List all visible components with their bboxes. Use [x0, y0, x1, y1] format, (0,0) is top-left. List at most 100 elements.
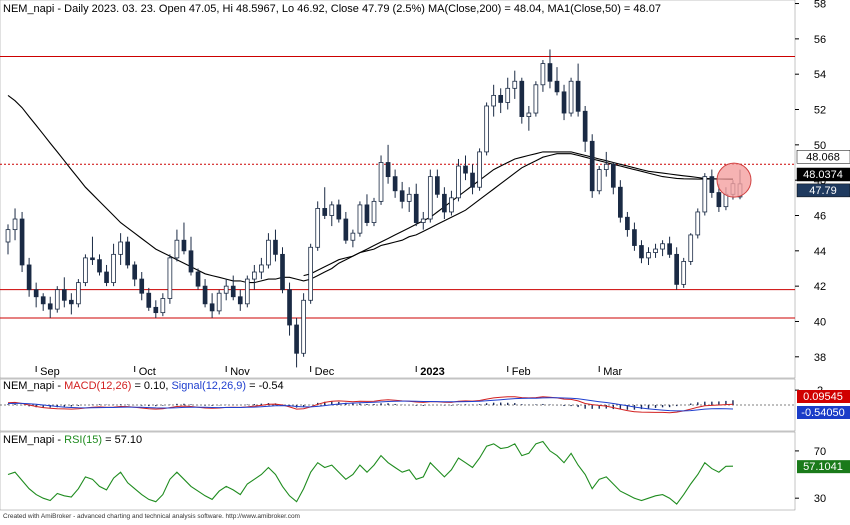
price-header-symbol: NEM_napi [3, 3, 54, 15]
candle-body [26, 264, 32, 291]
candle-body [181, 239, 187, 252]
price-value-badge-text: 48.0374 [803, 169, 843, 181]
candle-body [125, 241, 130, 266]
candle-body [54, 289, 60, 310]
candle-body [329, 204, 335, 216]
value-badges: 48.068 48.0374 47.79 0.09545 -0.54050 57.1041 [796, 150, 850, 474]
candle-body [561, 91, 567, 114]
rsi-value-badge-text: 57.1041 [803, 461, 843, 473]
x-axis-label: Sep [40, 366, 60, 378]
macd-value-badge [797, 390, 850, 403]
macd-header-signal: Signal(12,26,9) [171, 380, 246, 392]
candle-body [336, 204, 342, 220]
candle-body [498, 94, 504, 103]
candle-body [167, 257, 173, 299]
candle-body [174, 239, 180, 259]
candle-body [118, 241, 123, 255]
candle-body [280, 253, 285, 291]
candle-body [90, 257, 95, 261]
candle-body [533, 84, 539, 114]
candle-body [667, 243, 672, 255]
candle-body [378, 162, 384, 202]
candle-body [76, 282, 81, 305]
x-axis-label: Oct [139, 366, 156, 378]
rsi-panel[interactable] [0, 431, 796, 511]
candle-body [484, 105, 489, 153]
candle-body [104, 271, 109, 284]
candle-body [589, 140, 595, 192]
x-axis-label: Mar [603, 366, 622, 378]
candle-body [456, 165, 461, 199]
candle-body [427, 176, 433, 220]
candle-body [188, 250, 194, 273]
candle-body [399, 190, 405, 202]
candle-body [132, 264, 138, 280]
candle-body [540, 63, 546, 86]
candle-body [695, 211, 701, 236]
candle-body [674, 253, 679, 285]
candle-body [252, 271, 257, 280]
price-header: NEM_napi - Daily 2023. 03. 23. Open 47.0… [3, 3, 661, 15]
candle-body [5, 229, 11, 243]
rsi-header-symbol: NEM_napi [3, 434, 54, 446]
candle-body [582, 110, 588, 142]
rsi-lines [7, 440, 734, 505]
price-axis-label: 56 [814, 34, 826, 46]
rsi-value-badge [797, 460, 850, 474]
price-value-badge [796, 150, 850, 164]
candle-body [491, 94, 496, 107]
candle-body [385, 162, 391, 178]
candle-body [716, 192, 722, 208]
candle-body [350, 232, 356, 241]
candle-body [301, 299, 306, 354]
macd-header-macd: MACD(12,26) [64, 380, 131, 392]
candle-body [618, 186, 623, 218]
candle-body [69, 299, 74, 305]
candle-body [653, 248, 658, 253]
candle-body [223, 285, 229, 294]
candle-body [357, 204, 363, 234]
rsi-header-rsi-val: = 57.10 [102, 434, 142, 446]
candle-body [554, 80, 560, 93]
candle-body [209, 303, 215, 312]
candle-body [709, 176, 715, 193]
candle-body [287, 289, 292, 326]
candle-body [230, 285, 236, 298]
candle-body [195, 271, 201, 287]
candle-body [470, 172, 475, 188]
candle-body [702, 176, 708, 213]
macd-header-macd-val: = 0.10, [131, 380, 171, 392]
macd-lines [0, 396, 795, 414]
rsi-header-sep: - [54, 434, 64, 446]
candle-body [33, 289, 39, 298]
candle-body [435, 176, 440, 195]
x-axis-label: Feb [512, 366, 531, 378]
price-axis-label: 58 [814, 0, 826, 11]
candle-body [505, 87, 511, 103]
candle-body [477, 151, 482, 188]
price-panel[interactable] [0, 0, 796, 379]
price-axis-label: 50 [814, 140, 826, 152]
price-value-badge [796, 183, 850, 198]
rsi-header: NEM_napi - RSI(15) = 57.10 [3, 434, 142, 446]
candle-body [568, 80, 574, 114]
candle-body [19, 218, 25, 266]
price-header-info: - Daily 2023. 03. 23. Open 47.05, Hi 48.… [54, 3, 661, 15]
candle-body [575, 80, 581, 112]
ma-line [303, 153, 733, 277]
candle-body [413, 193, 419, 223]
price-axis-label: 52 [814, 105, 826, 117]
candle-body [463, 165, 468, 174]
candle-body [47, 303, 53, 310]
macd-value-badge-text: 0.09545 [803, 391, 843, 403]
rsi-series-line [7, 440, 734, 505]
candle-body [688, 234, 694, 262]
macd-series-line [7, 397, 734, 412]
candle-body [442, 193, 447, 213]
candle-body [83, 257, 88, 284]
candle-body [244, 278, 250, 305]
macd-value-badge-text: -0.54050 [801, 407, 844, 419]
candle-body [315, 208, 321, 248]
rsi-axis-label: 70 [814, 446, 826, 458]
